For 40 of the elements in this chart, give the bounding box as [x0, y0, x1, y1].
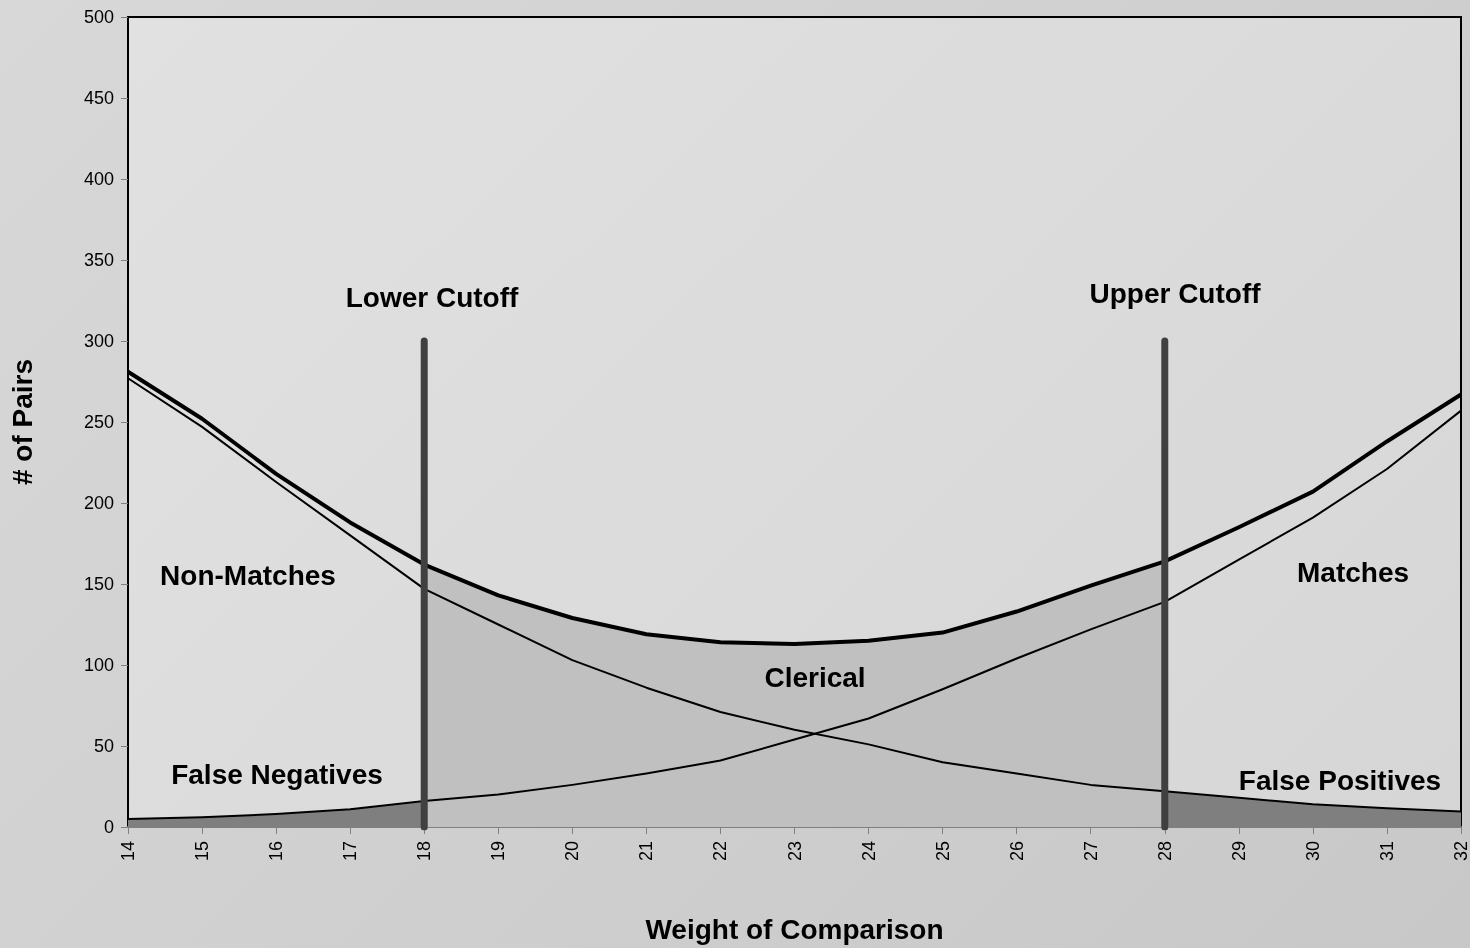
- annotation: Non-Matches: [160, 559, 336, 591]
- x-axis-title: Weight of Comparison: [645, 913, 944, 945]
- annotation: Matches: [1296, 556, 1410, 588]
- y-axis-title: # of Pairs: [6, 358, 38, 486]
- x-tick-label: 20: [562, 841, 583, 862]
- x-tick-label: 24: [858, 841, 879, 862]
- x-tick-label: 15: [192, 841, 213, 862]
- x-tick-label: 29: [1228, 841, 1249, 862]
- x-tick-label: 28: [1154, 841, 1175, 862]
- x-tick-label: 22: [710, 841, 731, 862]
- annotation: Lower Cutoff: [345, 281, 519, 313]
- x-tick-label: 16: [266, 841, 287, 862]
- y-tick-label: 400: [83, 169, 114, 189]
- x-tick-label: 30: [1302, 841, 1323, 862]
- annotation: False Positives: [1238, 764, 1442, 796]
- y-tick-label: 200: [83, 493, 114, 513]
- annotation: False Negatives: [171, 758, 383, 790]
- y-tick-label: 250: [83, 412, 114, 432]
- y-tick-label: 50: [93, 736, 114, 756]
- x-tick-label: 32: [1451, 841, 1470, 862]
- annotation: Upper Cutoff: [1089, 277, 1262, 309]
- x-tick-label: 17: [340, 841, 361, 862]
- y-tick-label: 100: [83, 655, 114, 675]
- annotation: Clerical: [764, 661, 866, 693]
- x-tick-label: 21: [636, 841, 657, 862]
- y-tick-label: 300: [83, 331, 114, 351]
- x-tick-label: 18: [414, 841, 435, 862]
- x-tick-label: 23: [784, 841, 805, 862]
- x-tick-label: 31: [1376, 841, 1397, 862]
- line-series: [126, 369, 1463, 646]
- x-tick-label: 25: [932, 841, 953, 862]
- x-tick-label: 27: [1080, 841, 1101, 862]
- y-tick-label: 500: [83, 7, 114, 27]
- y-tick-label: 350: [83, 250, 114, 270]
- x-tick-label: 14: [118, 841, 138, 862]
- y-tick-label: 450: [83, 88, 114, 108]
- y-tick-label: 0: [103, 817, 114, 837]
- y-tick-label: 150: [83, 574, 114, 594]
- x-tick-label: 19: [488, 841, 509, 862]
- x-tick-label: 26: [1006, 841, 1027, 862]
